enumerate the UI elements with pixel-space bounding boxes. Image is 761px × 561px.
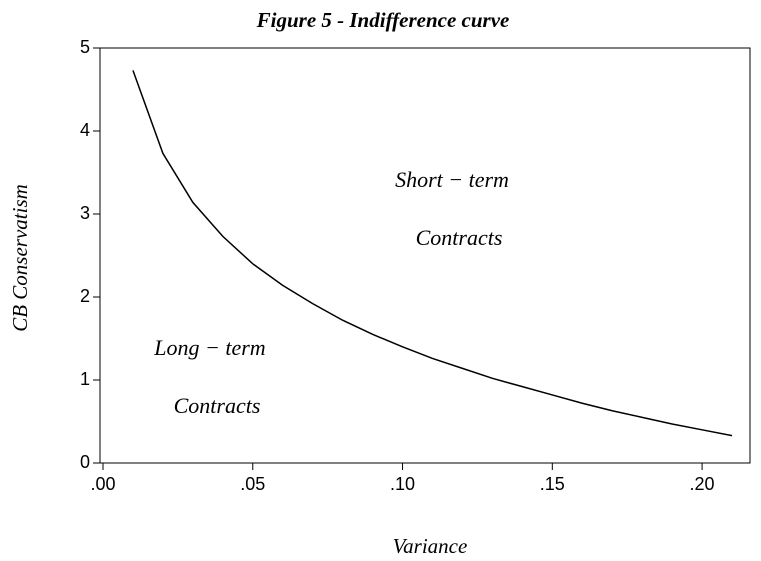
y-axis-label: CB Conservatism xyxy=(8,184,32,332)
x-tick-label: .05 xyxy=(240,474,265,494)
annotation: Short − term xyxy=(395,167,509,192)
y-tick-label: 1 xyxy=(80,369,90,389)
x-axis-label: Variance xyxy=(393,534,468,558)
y-tick-label: 3 xyxy=(80,203,90,223)
annotation: Contracts xyxy=(174,393,261,418)
chart-title: Figure 5 - Indifference curve xyxy=(256,8,510,32)
x-tick-label: .20 xyxy=(690,474,715,494)
plot-frame xyxy=(99,47,751,464)
x-tick-label: .00 xyxy=(90,474,115,494)
curve xyxy=(132,70,733,437)
annotation: Long − term xyxy=(153,335,265,360)
y-tick-label: 2 xyxy=(80,286,90,306)
annotation: Contracts xyxy=(416,225,503,250)
y-tick-label: 0 xyxy=(80,452,90,472)
x-tick-label: .15 xyxy=(540,474,565,494)
y-tick-label: 4 xyxy=(80,120,90,140)
y-tick-label: 5 xyxy=(80,37,90,57)
x-tick-label: .10 xyxy=(390,474,415,494)
